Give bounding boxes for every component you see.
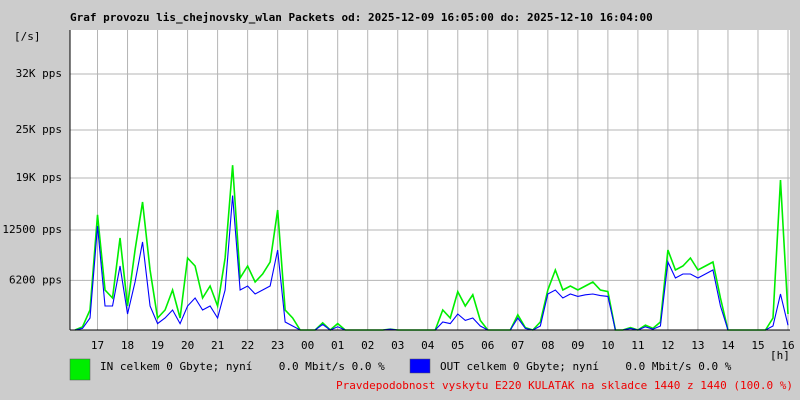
x-tick-label: 04 — [421, 339, 435, 352]
x-tick-label: 13 — [691, 339, 704, 352]
x-tick-label: 05 — [451, 339, 464, 352]
y-tick-label: 6200 pps — [9, 273, 62, 286]
x-tick-label: 09 — [571, 339, 584, 352]
x-axis-label: [h] — [770, 349, 790, 362]
x-tick-label: 03 — [391, 339, 404, 352]
legend: IN celkem 0 Gbyte; nyní 0.0 Mbit/s 0.0 %… — [69, 358, 732, 381]
y-tick-label: 19K pps — [16, 171, 62, 184]
x-tick-label: 23 — [271, 339, 284, 352]
y-tick-label: 25K pps — [16, 123, 62, 136]
x-tick-label: 02 — [361, 339, 374, 352]
x-tick-label: 19 — [151, 339, 164, 352]
y-axis-label: [/s] — [14, 30, 41, 43]
x-tick-label: 20 — [181, 339, 194, 352]
x-tick-label: 14 — [721, 339, 735, 352]
legend-swatch — [409, 358, 431, 374]
grid — [70, 30, 790, 330]
x-tick-label: 17 — [91, 339, 104, 352]
x-tick-label: 21 — [211, 339, 224, 352]
chart-title: Graf provozu lis_chejnovsky_wlan Packets… — [70, 11, 653, 24]
x-tick-label: 08 — [541, 339, 554, 352]
footer-note: Pravdepodobnost vyskytu E220 KULATAK na … — [336, 379, 793, 392]
x-tick-label: 15 — [751, 339, 764, 352]
x-tick-label: 01 — [331, 339, 344, 352]
x-tick-label: 00 — [301, 339, 314, 352]
y-tick-label: 12500 pps — [2, 223, 62, 236]
x-tick-label: 22 — [241, 339, 254, 352]
x-tick-label: 18 — [121, 339, 134, 352]
x-tick-label: 06 — [481, 339, 494, 352]
x-tick-label: 16 — [781, 339, 794, 352]
legend-swatch — [69, 358, 91, 381]
y-tick-label: 32K pps — [16, 67, 62, 80]
plot-area — [70, 30, 790, 330]
x-tick-label: 11 — [631, 339, 644, 352]
x-tick-label: 07 — [511, 339, 524, 352]
x-tick-label: 10 — [601, 339, 614, 352]
legend-label: OUT celkem 0 Gbyte; nyní 0.0 Mbit/s 0.0 … — [440, 360, 732, 373]
legend-label: IN celkem 0 Gbyte; nyní 0.0 Mbit/s 0.0 % — [100, 360, 385, 373]
x-tick-label: 12 — [661, 339, 674, 352]
